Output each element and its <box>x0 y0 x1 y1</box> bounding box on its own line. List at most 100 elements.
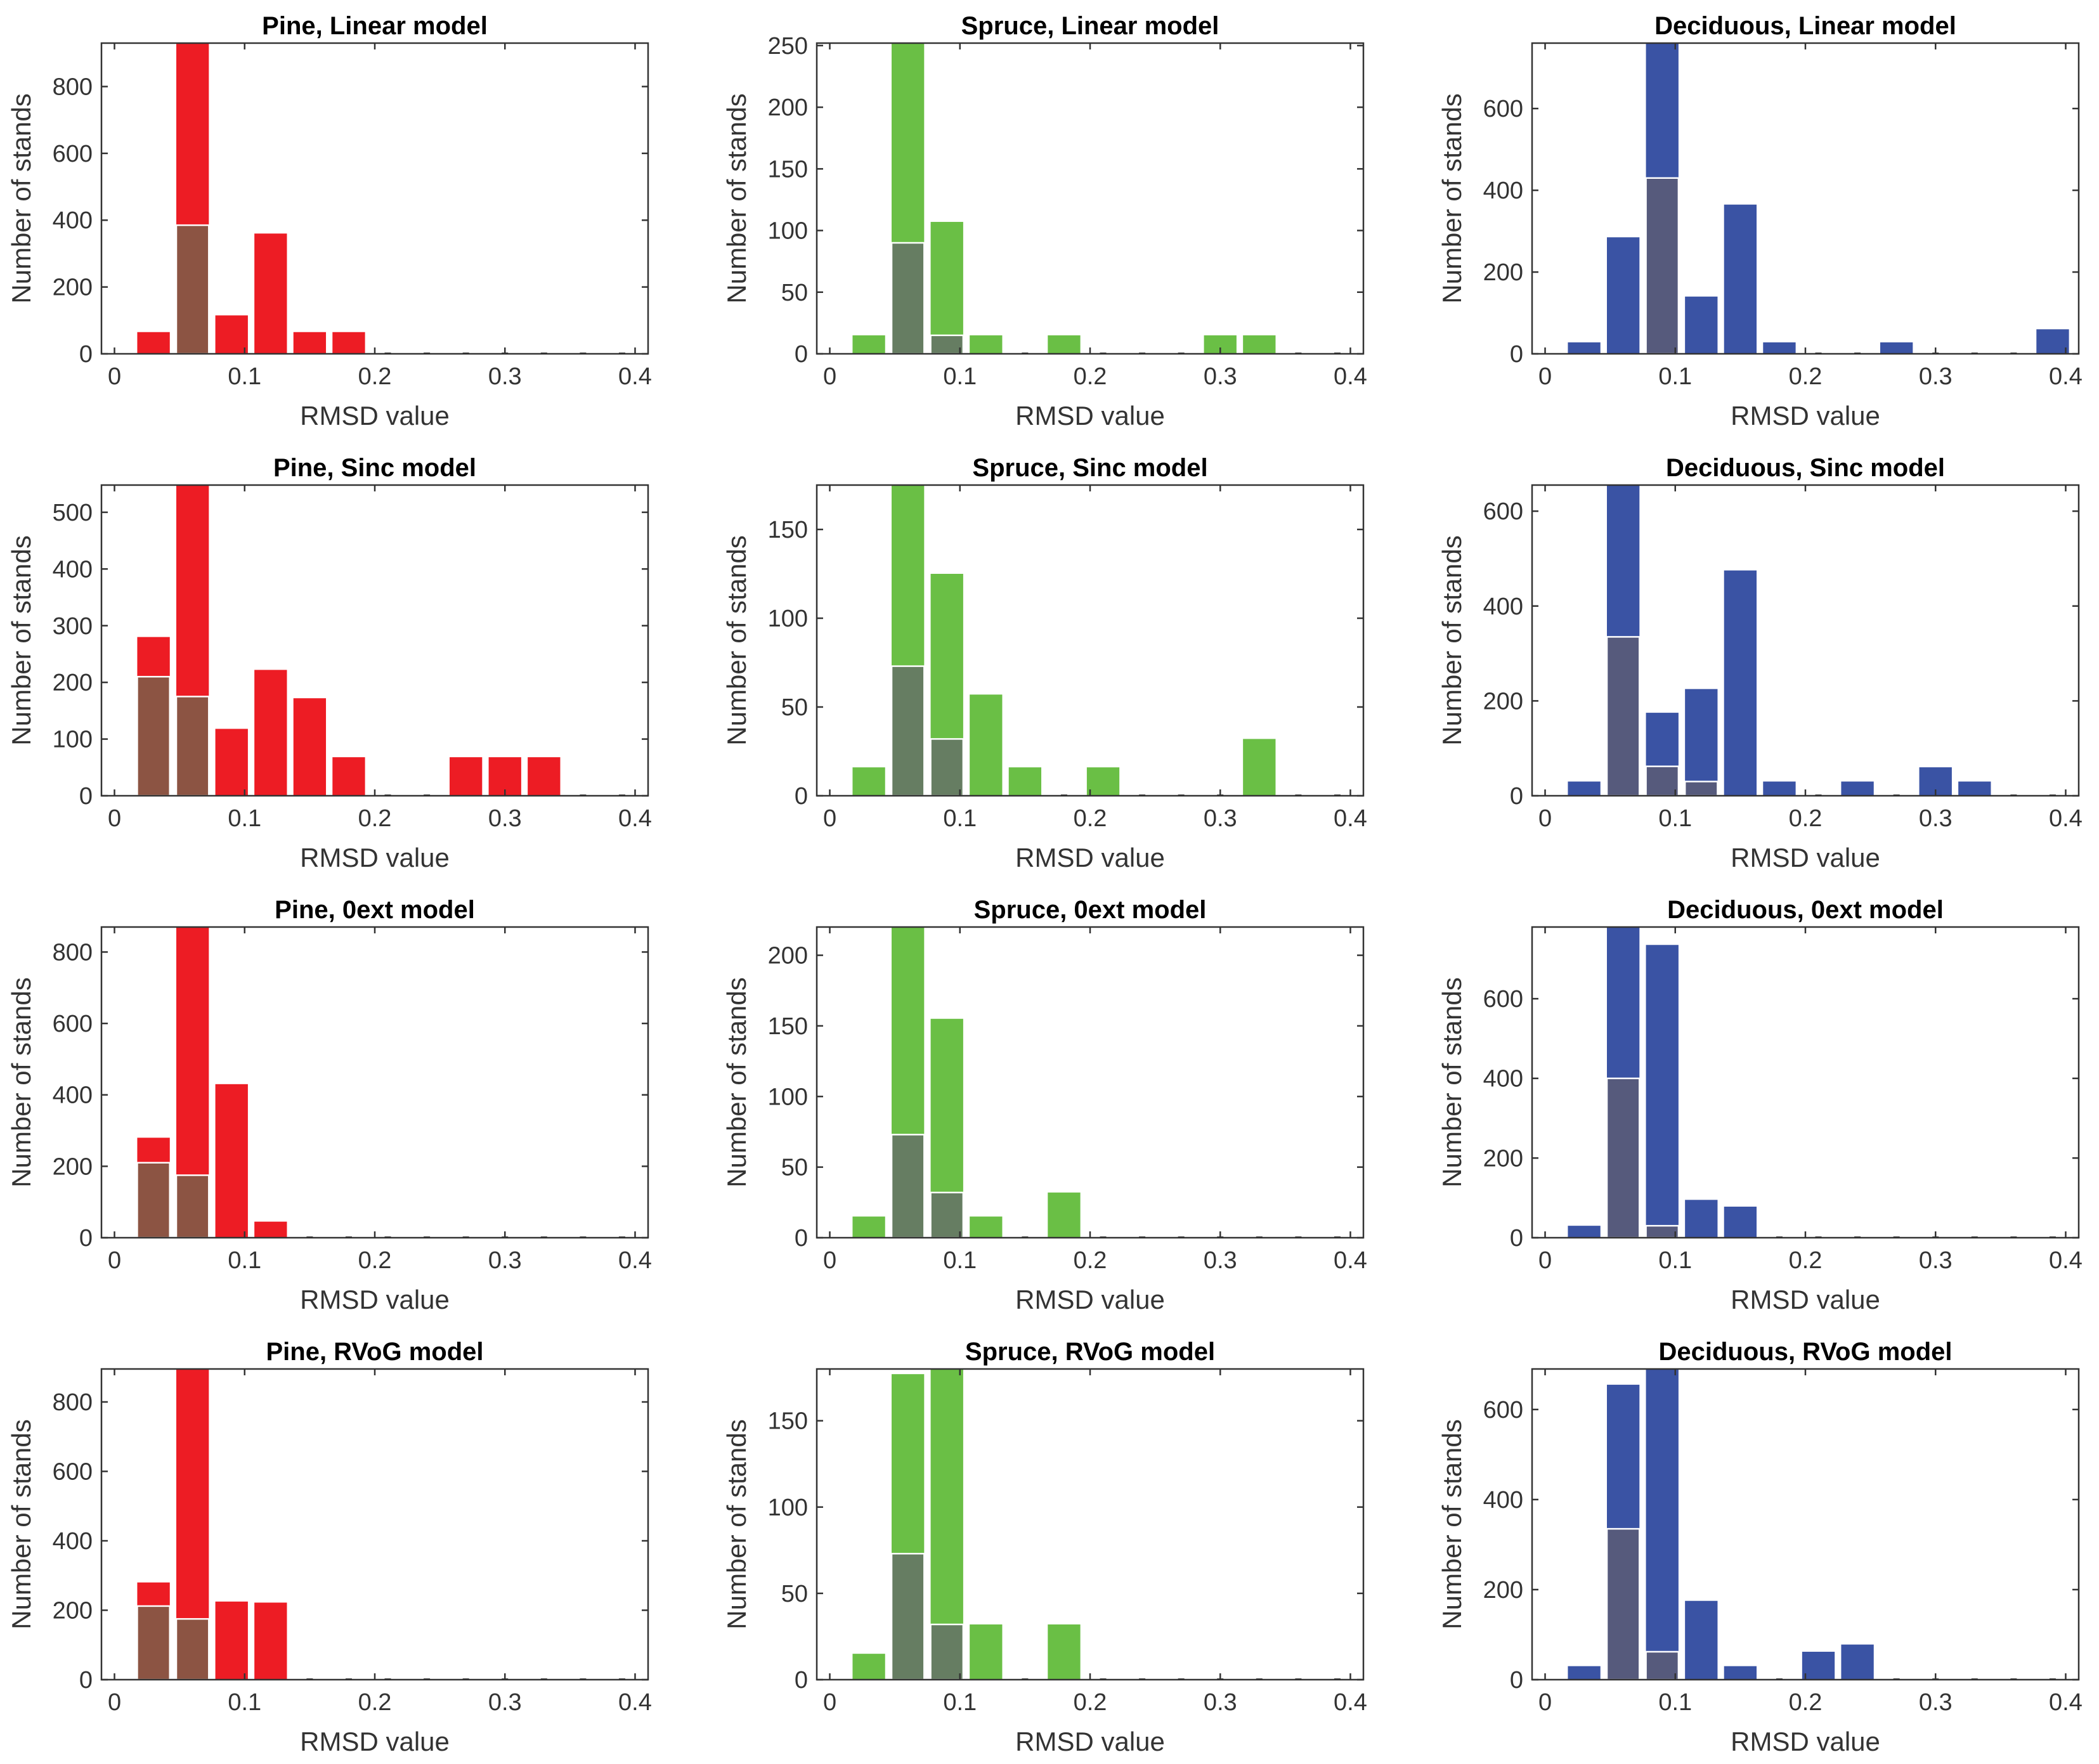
overlay-bar-deciduous-sinc-model-2 <box>1645 765 1680 797</box>
overlay-bar-spruce-sinc-model-2 <box>930 738 965 797</box>
xtick-label-deciduous-linear-model-1: 0.1 <box>1658 363 1692 390</box>
xtick-label-spruce-0ext-model-1: 0.1 <box>943 1247 977 1274</box>
bar-pine-0ext-model-2 <box>215 1084 248 1238</box>
bar-deciduous-sinc-model-4 <box>1724 570 1757 796</box>
overlay-bar-deciduous-0ext-model-2 <box>1645 1224 1680 1239</box>
panel-spruce-linear-model: 0 0.1 0.2 0.3 0.4 0 50 100 150 200 250 Spruce, Line… <box>722 12 1367 431</box>
xtick-label-pine-0ext-model-2: 0.2 <box>358 1247 392 1274</box>
xtick-label-spruce-0ext-model-2: 0.2 <box>1074 1247 1107 1274</box>
bar-spruce-linear-model-2 <box>930 221 963 354</box>
title-deciduous-rvog-model: Deciduous, RVoG model <box>1658 1338 1952 1366</box>
ytick-label-pine-linear-model-3: 600 <box>53 141 93 167</box>
xlabel-spruce-linear-model: RMSD value <box>1015 401 1165 431</box>
bar-spruce-linear-model-10 <box>1243 335 1276 354</box>
bar-deciduous-0ext-model-4 <box>1724 1207 1757 1238</box>
xtick-label-pine-0ext-model-4: 0.4 <box>618 1247 652 1274</box>
ytick-label-deciduous-rvog-model-0: 0 <box>1510 1667 1523 1694</box>
overlay-bar-pine-0ext-model-0 <box>136 1162 171 1239</box>
xtick-label-deciduous-rvog-model-2: 0.2 <box>1789 1689 1823 1716</box>
xtick-label-pine-sinc-model-2: 0.2 <box>358 805 392 832</box>
ytick-label-pine-sinc-model-5: 500 <box>53 500 93 526</box>
xtick-label-deciduous-0ext-model-2: 0.2 <box>1789 1247 1823 1274</box>
bar-pine-linear-model-3 <box>254 233 287 354</box>
bar-deciduous-rvog-model-6 <box>1802 1651 1835 1680</box>
bar-deciduous-sinc-model-7 <box>1841 781 1874 796</box>
panel-spruce-0ext-model: 0 0.1 0.2 0.3 0.4 0 50 100 150 200 Spruce, 0ext mo… <box>722 896 1367 1314</box>
ytick-label-spruce-linear-model-1: 50 <box>781 280 808 306</box>
title-pine-rvog-model: Pine, RVoG model <box>266 1338 483 1366</box>
panel-deciduous-sinc-model: 0 0.1 0.2 0.3 0.4 0 200 400 600 Deciduous, Sinc m… <box>1437 454 2083 872</box>
ytick-label-deciduous-linear-model-2: 400 <box>1483 178 1523 204</box>
bar-pine-linear-model-0 <box>137 332 170 354</box>
overlay-bar-pine-sinc-model-0 <box>136 675 171 797</box>
xtick-label-spruce-sinc-model-3: 0.3 <box>1204 805 1237 832</box>
xtick-label-deciduous-sinc-model-4: 0.4 <box>2049 805 2083 832</box>
bar-pine-rvog-model-2 <box>215 1601 248 1680</box>
ytick-label-deciduous-sinc-model-3: 600 <box>1483 498 1523 525</box>
bar-spruce-linear-model-3 <box>970 335 1003 354</box>
ylabel-pine-linear-model: Number of stands <box>6 93 36 304</box>
xtick-label-pine-rvog-model-2: 0.2 <box>358 1689 392 1716</box>
bar-pine-linear-model-2 <box>215 315 248 354</box>
ytick-label-spruce-rvog-model-3: 150 <box>768 1408 808 1435</box>
ytick-label-spruce-linear-model-5: 250 <box>768 33 808 60</box>
ylabel-deciduous-sinc-model: Number of stands <box>1437 535 1467 746</box>
ylabel-deciduous-rvog-model: Number of stands <box>1437 1419 1467 1630</box>
xtick-label-pine-linear-model-0: 0 <box>108 363 121 390</box>
bar-deciduous-linear-model-3 <box>1685 296 1718 354</box>
ytick-label-spruce-sinc-model-2: 100 <box>768 606 808 632</box>
ytick-label-deciduous-rvog-model-1: 200 <box>1483 1577 1523 1604</box>
xtick-label-spruce-sinc-model-0: 0 <box>823 805 836 832</box>
bar-deciduous-rvog-model-0 <box>1568 1666 1601 1680</box>
xtick-label-spruce-0ext-model-3: 0.3 <box>1204 1247 1237 1274</box>
title-pine-sinc-model: Pine, Sinc model <box>273 454 476 482</box>
title-deciduous-linear-model: Deciduous, Linear model <box>1654 12 1956 40</box>
ytick-label-deciduous-0ext-model-3: 600 <box>1483 986 1523 1013</box>
bar-spruce-0ext-model-0 <box>852 1216 885 1238</box>
ylabel-pine-rvog-model: Number of stands <box>6 1419 36 1630</box>
bar-pine-sinc-model-5 <box>332 757 365 796</box>
xtick-label-deciduous-linear-model-3: 0.3 <box>1919 363 1953 390</box>
bar-spruce-sinc-model-3 <box>970 694 1003 796</box>
bar-deciduous-rvog-model-4 <box>1724 1666 1757 1680</box>
xlabel-deciduous-linear-model: RMSD value <box>1731 401 1880 431</box>
bar-deciduous-linear-model-4 <box>1724 204 1757 354</box>
ytick-label-pine-linear-model-2: 400 <box>53 207 93 234</box>
xtick-label-deciduous-sinc-model-1: 0.1 <box>1658 805 1692 832</box>
xtick-label-deciduous-0ext-model-4: 0.4 <box>2049 1247 2083 1274</box>
ylabel-deciduous-0ext-model: Number of stands <box>1437 977 1467 1188</box>
ytick-label-deciduous-0ext-model-1: 200 <box>1483 1145 1523 1172</box>
xlabel-spruce-rvog-model: RMSD value <box>1015 1727 1165 1756</box>
ytick-label-spruce-rvog-model-1: 50 <box>781 1581 808 1607</box>
bar-pine-sinc-model-9 <box>488 757 521 796</box>
xtick-label-spruce-sinc-model-4: 0.4 <box>1334 805 1367 832</box>
bar-deciduous-linear-model-5 <box>1763 342 1796 354</box>
bar-pine-sinc-model-2 <box>215 729 248 796</box>
xtick-label-deciduous-sinc-model-3: 0.3 <box>1919 805 1953 832</box>
ytick-label-pine-sinc-model-2: 200 <box>53 670 93 696</box>
overlay-bar-spruce-linear-model-1 <box>890 242 925 355</box>
xtick-label-deciduous-sinc-model-0: 0 <box>1538 805 1552 832</box>
overlay-bar-spruce-rvog-model-1 <box>890 1553 925 1681</box>
ytick-label-spruce-0ext-model-0: 0 <box>795 1225 808 1252</box>
bar-pine-sinc-model-4 <box>293 698 327 796</box>
title-spruce-0ext-model: Spruce, 0ext model <box>974 896 1207 924</box>
ytick-label-spruce-linear-model-0: 0 <box>795 341 808 368</box>
bar-deciduous-sinc-model-3 <box>1685 689 1718 796</box>
ytick-label-deciduous-sinc-model-0: 0 <box>1510 783 1523 810</box>
xtick-label-deciduous-sinc-model-2: 0.2 <box>1789 805 1823 832</box>
ytick-label-spruce-0ext-model-1: 50 <box>781 1155 808 1181</box>
ytick-label-pine-0ext-model-3: 600 <box>53 1011 93 1037</box>
overlay-bar-spruce-0ext-model-1 <box>890 1134 925 1239</box>
ytick-label-spruce-linear-model-2: 100 <box>768 218 808 245</box>
xtick-label-spruce-0ext-model-4: 0.4 <box>1334 1247 1367 1274</box>
ytick-label-pine-rvog-model-2: 400 <box>53 1528 93 1555</box>
xlabel-pine-sinc-model: RMSD value <box>300 843 450 872</box>
overlay-bar-deciduous-linear-model-2 <box>1645 177 1680 355</box>
xtick-label-spruce-linear-model-1: 0.1 <box>943 363 977 390</box>
bar-pine-sinc-model-8 <box>450 757 483 796</box>
xtick-label-spruce-linear-model-4: 0.4 <box>1334 363 1367 390</box>
overlay-bar-pine-rvog-model-0 <box>136 1605 171 1681</box>
ytick-label-spruce-linear-model-3: 150 <box>768 156 808 183</box>
xlabel-pine-0ext-model: RMSD value <box>300 1285 450 1314</box>
